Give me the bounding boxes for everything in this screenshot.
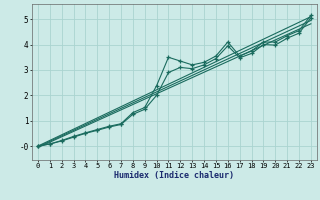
X-axis label: Humidex (Indice chaleur): Humidex (Indice chaleur) bbox=[115, 171, 234, 180]
